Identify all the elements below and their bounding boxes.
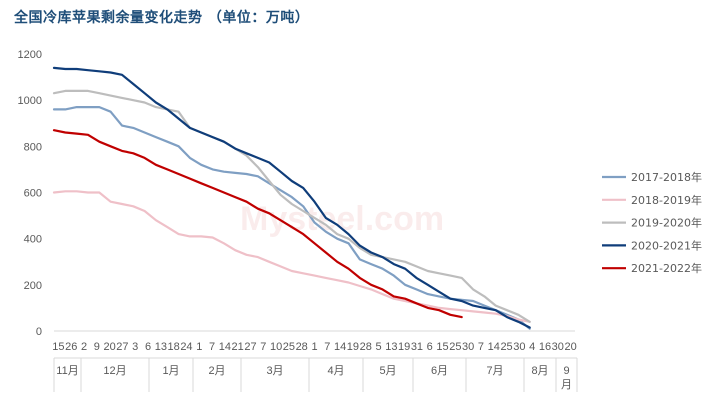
- x-tick-label: 28: [296, 341, 308, 353]
- x-tick-label: 19: [347, 341, 359, 353]
- x-tick-label: 27: [116, 341, 128, 353]
- series-line-4: [52, 66, 531, 329]
- x-tick-label: 10: [270, 341, 282, 353]
- legend-label: 2021-2022年: [631, 261, 702, 275]
- x-tick-label: 30: [462, 341, 474, 353]
- legend-label: 2020-2021年: [631, 238, 702, 252]
- month-label: 5月: [379, 365, 396, 377]
- x-tick-label: 1: [196, 341, 202, 353]
- x-tick-label: 4: [529, 341, 535, 353]
- y-tick-label: 600: [24, 188, 42, 200]
- month-label: 7月: [486, 365, 503, 377]
- x-tick-label: 18: [168, 341, 180, 353]
- x-tick-label: 7: [478, 341, 484, 353]
- y-tick-label: 200: [24, 280, 42, 292]
- month-label: 8月: [531, 365, 548, 377]
- x-tick-label: 19: [398, 341, 410, 353]
- month-label: 1月: [162, 365, 179, 377]
- y-tick-label: 1000: [18, 95, 42, 107]
- month-label: 6月: [431, 365, 448, 377]
- month-label: 4月: [327, 365, 344, 377]
- x-tick-label: 9: [94, 341, 100, 353]
- x-tick-label: 15: [52, 341, 64, 353]
- x-tick-label: 1: [311, 341, 317, 353]
- chart-title: 全国冷库苹果剩余量变化走势 （单位：万吨）: [14, 10, 310, 26]
- x-tick-label: 5: [375, 341, 381, 353]
- legend-label: 2018-2019年: [631, 193, 702, 207]
- x-tick-label: 14: [219, 341, 231, 353]
- x-tick-label: 25: [283, 341, 295, 353]
- x-tick-label: 24: [180, 341, 192, 353]
- y-tick-label: 400: [24, 234, 42, 246]
- legend-label: 2017-2018年: [631, 170, 702, 184]
- x-tick-label: 30: [552, 341, 564, 353]
- series-line-2: [52, 190, 531, 323]
- watermark: Mysteel.com: [240, 200, 444, 238]
- month-label: 月: [561, 379, 572, 391]
- series-line-5: [52, 129, 463, 319]
- month-label: 12月: [103, 365, 126, 377]
- x-tick-label: 20: [103, 341, 115, 353]
- x-tick-label: 26: [65, 341, 77, 353]
- month-label: 11月: [56, 365, 78, 377]
- series-line-3: [52, 89, 531, 323]
- x-tick-label: 20: [564, 341, 576, 353]
- month-label: 9: [563, 365, 569, 377]
- legend-label: 2019-2020年: [631, 216, 702, 230]
- x-tick-label: 15: [436, 341, 448, 353]
- x-tick-label: 6: [145, 341, 151, 353]
- y-tick-label: 800: [24, 141, 42, 153]
- x-tick-label: 7: [209, 341, 215, 353]
- x-tick-label: 25: [449, 341, 461, 353]
- x-tick-label: 30: [513, 341, 525, 353]
- x-tick-label: 16: [539, 341, 551, 353]
- x-tick-label: 2: [81, 341, 87, 353]
- month-label: 3月: [266, 365, 283, 377]
- x-tick-label: 31: [411, 341, 423, 353]
- x-tick-label: 27: [244, 341, 256, 353]
- x-tick-label: 6: [427, 341, 433, 353]
- svg-text:Mysteel.com: Mysteel.com: [240, 200, 444, 238]
- y-tick-label: 0: [36, 326, 42, 338]
- x-tick-label: 14: [488, 341, 500, 353]
- x-tick-label: 7: [324, 341, 330, 353]
- x-tick-label: 28: [360, 341, 372, 353]
- month-label: 2月: [208, 365, 225, 377]
- x-tick-label: 21: [232, 341, 244, 353]
- x-tick-label: 13: [385, 341, 397, 353]
- x-tick-label: 13: [155, 341, 167, 353]
- x-tick-label: 3: [132, 341, 138, 353]
- x-tick-label: 25: [500, 341, 512, 353]
- y-tick-label: 1200: [18, 49, 42, 61]
- x-tick-label: 14: [334, 341, 346, 353]
- x-tick-label: 7: [260, 341, 266, 353]
